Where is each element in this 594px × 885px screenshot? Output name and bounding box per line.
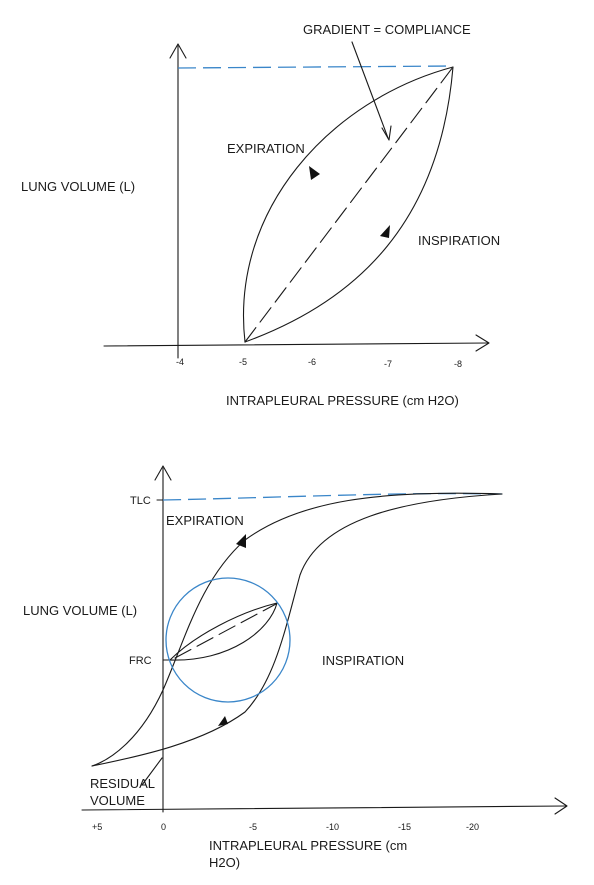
y-axis-arrowhead <box>154 465 172 481</box>
tlc-dashed-line <box>162 492 503 501</box>
y-axis-label: LUNG VOLUME (L) <box>23 603 137 618</box>
expiration-curve <box>243 66 454 343</box>
x-axis-label: INTRAPLEURAL PRESSURE (cm H2O) <box>226 393 459 408</box>
x-axis-label-line1: INTRAPLEURAL PRESSURE (cm <box>209 838 407 853</box>
inspiration-curve <box>91 493 503 767</box>
tick-label: -7 <box>384 359 392 369</box>
y-axis-label: LUNG VOLUME (L) <box>21 179 135 194</box>
x-axis-label-line2: H2O) <box>209 855 240 870</box>
x-axis-arrowhead <box>554 797 568 815</box>
tick-label: 0 <box>161 822 166 832</box>
tidal-loop <box>169 602 278 661</box>
gradient-pointer-head <box>381 125 392 141</box>
tick-label: -5 <box>249 822 257 832</box>
residual-volume-label-line1: RESIDUAL <box>90 776 155 791</box>
tick-label: -15 <box>398 822 411 832</box>
gradient-pointer <box>351 41 389 139</box>
highlight-circle <box>165 577 291 703</box>
compliance-line <box>244 66 454 343</box>
diagram-1: GRADIENT = COMPLIANCE EXPIRATION INSPIRA… <box>21 22 500 408</box>
y-axis-arrowhead <box>169 43 187 59</box>
tidal-compliance-line <box>174 603 277 659</box>
expiration-label: EXPIRATION <box>166 513 244 528</box>
gradient-label: GRADIENT = COMPLIANCE <box>303 22 471 37</box>
diagram-2: TLC EXPIRATION LUNG VOLUME (L) FRC INSPI… <box>23 465 568 870</box>
tick-label: -10 <box>326 822 339 832</box>
inspiration-arrow <box>380 225 390 238</box>
residual-pointer <box>141 757 163 786</box>
inspiration-label: INSPIRATION <box>322 653 404 668</box>
expiration-curve <box>91 492 503 767</box>
tick-label: -6 <box>308 357 316 367</box>
frc-label: FRC <box>129 655 152 667</box>
tick-label: +5 <box>92 822 102 832</box>
residual-volume-label-line2: VOLUME <box>90 793 145 808</box>
inspiration-label: INSPIRATION <box>418 233 500 248</box>
x-axis <box>103 342 489 347</box>
inspiration-arrow <box>218 716 228 726</box>
tick-label: -4 <box>176 357 184 367</box>
tlc-label: TLC <box>130 495 151 507</box>
inspiration-curve <box>244 66 454 343</box>
max-volume-dashed-line <box>177 65 454 69</box>
expiration-label: EXPIRATION <box>227 141 305 156</box>
expiration-arrow <box>309 166 320 180</box>
tick-label: -20 <box>466 822 479 832</box>
tick-label: -8 <box>454 359 462 369</box>
expiration-arrow <box>236 534 246 548</box>
x-axis <box>81 805 567 811</box>
x-axis-arrowhead <box>475 334 490 352</box>
tick-label: -5 <box>239 357 247 367</box>
